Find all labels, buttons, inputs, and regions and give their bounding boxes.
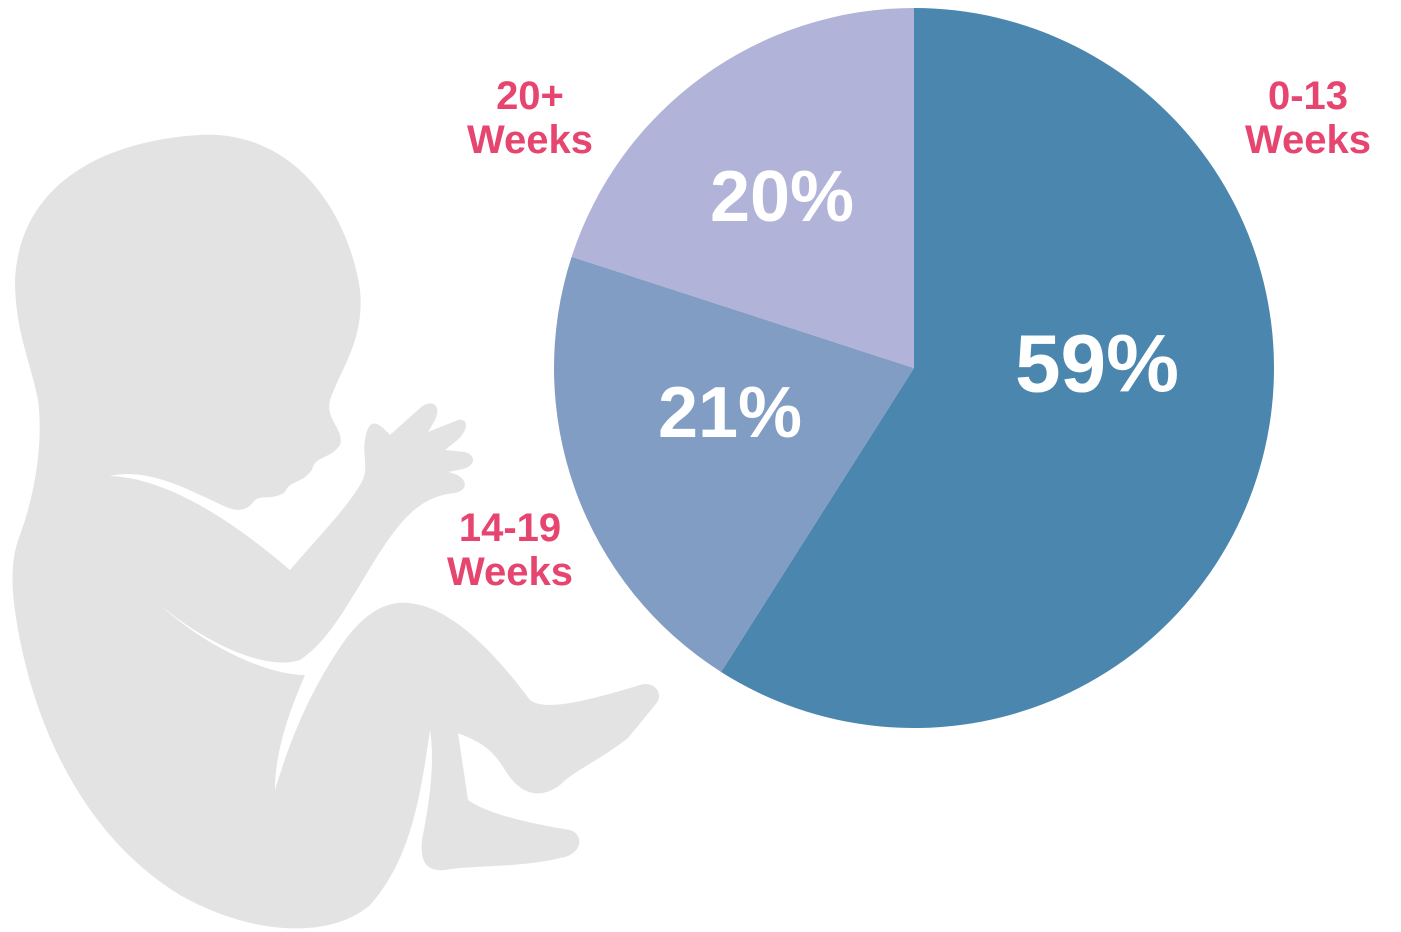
value-label: 21%	[658, 373, 802, 453]
category-label: 14-19 Weeks	[446, 506, 573, 594]
pie-slice	[554, 256, 914, 672]
pie-slice	[721, 8, 1274, 728]
fetus-silhouette	[12, 134, 660, 929]
pie-slice	[571, 8, 914, 368]
category-label: 20+ Weeks	[466, 74, 593, 162]
category-label: 0-13 Weeks	[1244, 74, 1371, 162]
value-label: 20%	[710, 157, 854, 237]
value-label: 59%	[1015, 319, 1179, 410]
